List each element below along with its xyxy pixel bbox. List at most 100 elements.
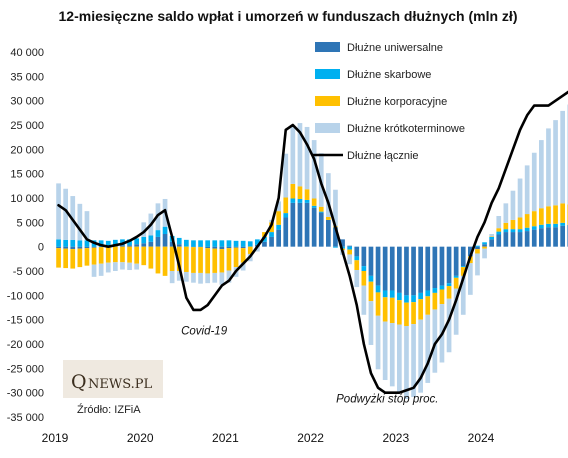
bar-segment xyxy=(432,292,438,310)
bar-segment xyxy=(553,227,558,247)
bar-segment xyxy=(318,206,324,212)
bar-segment xyxy=(212,246,218,249)
bar-segment xyxy=(304,126,310,190)
bar-segment xyxy=(276,229,281,247)
bar-segment xyxy=(333,189,338,227)
bar-segment xyxy=(56,239,61,247)
bar-segment xyxy=(98,240,104,247)
bar-segment xyxy=(489,236,494,240)
y-tick-label: 10 000 xyxy=(10,193,44,205)
bar-segment xyxy=(368,301,374,345)
bar-segment xyxy=(63,239,68,247)
bar-segment xyxy=(539,224,544,229)
legend-swatch xyxy=(315,42,340,52)
x-tick-label: 2019 xyxy=(42,431,69,445)
legend-swatch xyxy=(315,123,340,133)
bar-segment xyxy=(531,229,537,247)
bar-segment xyxy=(354,270,360,288)
annotation: Covid-19 xyxy=(181,325,228,337)
bar-segment xyxy=(269,236,274,247)
bar-segment xyxy=(283,213,289,218)
qnews-logo: Q NEWS.PL xyxy=(63,360,163,398)
bar-segment xyxy=(389,290,395,298)
bar-segment xyxy=(120,245,125,247)
bar-segment xyxy=(226,270,232,283)
bar-segment xyxy=(141,236,147,244)
bar-segment xyxy=(517,217,523,230)
bar-segment xyxy=(127,262,132,271)
bar-segment xyxy=(333,227,338,247)
bar-segment xyxy=(304,189,310,200)
bar-segment xyxy=(247,246,253,254)
bar-segment xyxy=(276,224,281,230)
bar-segment xyxy=(56,246,61,249)
bar-segment xyxy=(418,246,423,293)
bar-segment xyxy=(212,240,218,247)
bar-segment xyxy=(468,246,473,257)
legend-swatch xyxy=(315,96,340,106)
y-tick-label: 35 000 xyxy=(10,71,44,83)
bar-segment xyxy=(517,232,523,247)
bar-segment xyxy=(134,238,139,245)
bars xyxy=(56,104,568,399)
bar-segment xyxy=(297,123,303,187)
bar-segment xyxy=(510,232,516,247)
bar-segment xyxy=(311,198,317,206)
bar-segment xyxy=(318,212,324,247)
bar-segment xyxy=(503,232,509,247)
x-tick-label: 2022 xyxy=(297,431,324,445)
bar-segment xyxy=(113,239,118,246)
bar-segment xyxy=(539,140,544,209)
bar-segment xyxy=(162,246,168,276)
bar-segment xyxy=(77,240,83,247)
bar-segment xyxy=(368,281,374,302)
bar-segment xyxy=(212,272,218,283)
bar-segment xyxy=(460,246,466,267)
bar-segment xyxy=(475,249,480,254)
bar-segment xyxy=(489,234,494,237)
bar-segment xyxy=(460,267,466,276)
x-tick-label: 2024 xyxy=(468,431,495,445)
bar-segment xyxy=(560,110,565,204)
bar-segment xyxy=(141,246,147,266)
bar-segment xyxy=(411,302,416,325)
y-tick-label: 0 xyxy=(38,242,44,254)
bar-segment xyxy=(503,222,509,230)
bar-segment xyxy=(439,285,445,290)
bar-segment xyxy=(262,241,267,247)
bar-segment xyxy=(233,247,239,268)
bar-segment xyxy=(304,202,310,247)
legend-label: Dłużne uniwersalne xyxy=(347,42,443,54)
bar-segment xyxy=(347,246,352,250)
bar-segment xyxy=(63,248,68,269)
bar-segment xyxy=(432,309,438,373)
bar-segment xyxy=(389,323,395,387)
bar-segment xyxy=(191,240,196,247)
bar-segment xyxy=(70,249,76,269)
bar-segment xyxy=(198,272,203,284)
bar-segment xyxy=(347,245,352,247)
bar-segment xyxy=(489,239,494,247)
annotations: Covid-19 Podwyżki stóp proc. xyxy=(181,325,438,405)
bar-segment xyxy=(496,231,502,235)
bar-segment xyxy=(84,248,90,266)
bar-segment xyxy=(524,227,530,232)
bar-segment xyxy=(418,319,423,393)
bar-segment xyxy=(240,246,246,249)
bar-segment xyxy=(446,246,452,284)
bar-segment xyxy=(198,247,203,273)
bar-segment xyxy=(361,266,367,271)
bar-segment xyxy=(446,283,452,287)
annotation: Podwyżki stóp proc. xyxy=(336,393,438,405)
bar-segment xyxy=(397,292,402,301)
bar-segment xyxy=(517,229,523,233)
bar-segment xyxy=(475,253,480,276)
logo-text: NEWS.PL xyxy=(88,377,153,392)
bar-segment xyxy=(354,246,360,257)
bar-segment xyxy=(311,140,317,199)
bar-segment xyxy=(77,248,83,268)
bar-segment xyxy=(226,248,232,271)
bar-segment xyxy=(375,246,381,286)
y-tick-label: -25 000 xyxy=(7,363,44,375)
bar-segment xyxy=(361,285,367,315)
